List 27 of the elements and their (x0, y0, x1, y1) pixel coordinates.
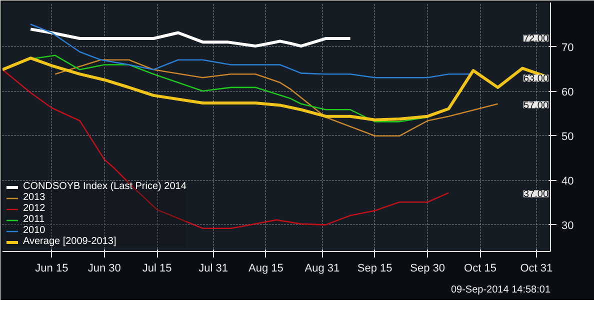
line-series (54, 59, 498, 137)
text: 09-Sep-2014 14:58:01 (450, 284, 551, 296)
line-series (30, 24, 470, 78)
y-tick-label: 30 (562, 220, 574, 232)
y-tick-label: 70 (562, 42, 574, 54)
x-tick-label: Jun 30 (88, 262, 121, 274)
y-tick-label: 40 (562, 175, 574, 188)
y-tick-label: 60 (562, 86, 574, 98)
line-series (29, 28, 352, 48)
x-tick-label: Jun 15 (35, 262, 68, 274)
legend-label: CONDSOYB Index (Last Price) 2014 (23, 181, 186, 192)
legend-label: 2011 (23, 214, 45, 225)
legend-label: 2010 (23, 225, 46, 236)
legend-label: 2012 (23, 203, 46, 214)
x-tick-label: Jul 15 (142, 262, 172, 274)
x-tick-label: Oct 31 (520, 262, 553, 274)
x-tick-label: Sep 15 (357, 262, 392, 274)
legend-label: Average [2009-2013] (23, 236, 116, 247)
annotation: 57.00 (523, 100, 549, 112)
annotation: 37.00 (523, 189, 549, 200)
y-tick-label: 50 (562, 130, 574, 143)
x-tick-label: Aug 31 (304, 262, 340, 274)
x-tick-label: Jul 31 (198, 262, 228, 274)
legend-label: 2013 (23, 192, 46, 203)
x-tick-label: Sep 30 (410, 262, 445, 274)
x-tick-label: Aug 15 (248, 262, 284, 274)
x-tick-label: Oct 15 (464, 262, 496, 274)
